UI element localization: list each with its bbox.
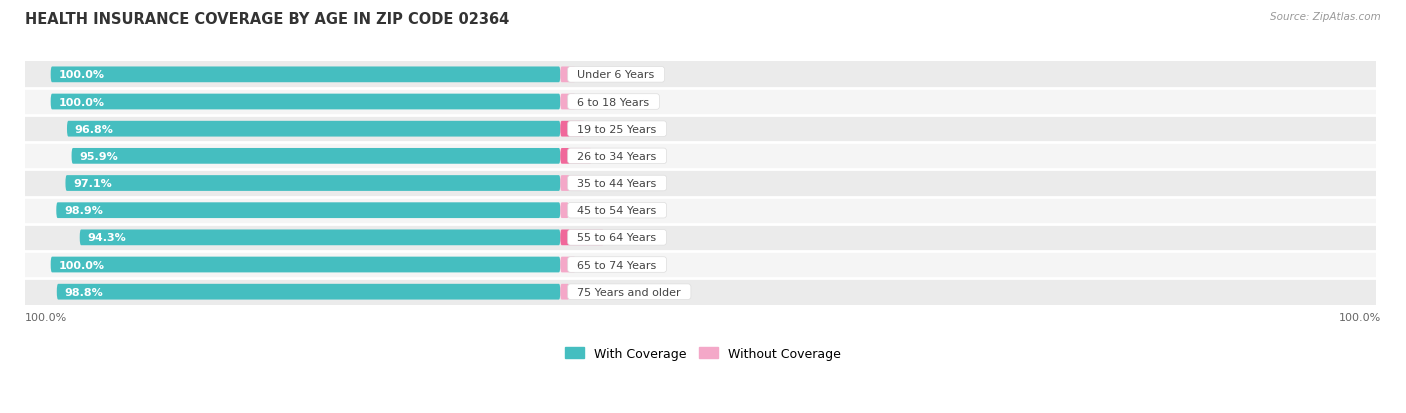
Text: 19 to 25 Years: 19 to 25 Years <box>571 124 664 134</box>
Text: 97.1%: 97.1% <box>73 178 112 189</box>
Text: 100.0%: 100.0% <box>58 97 104 107</box>
Text: 4.1%: 4.1% <box>599 152 627 161</box>
Text: 5.7%: 5.7% <box>612 233 640 243</box>
Text: 26 to 34 Years: 26 to 34 Years <box>571 152 664 161</box>
Text: 1.1%: 1.1% <box>576 206 605 216</box>
FancyBboxPatch shape <box>561 203 568 218</box>
Bar <box>25 62 1375 89</box>
Text: 94.3%: 94.3% <box>87 233 127 243</box>
Text: 100.0%: 100.0% <box>1339 312 1381 322</box>
FancyBboxPatch shape <box>56 284 561 300</box>
FancyBboxPatch shape <box>561 67 575 83</box>
FancyBboxPatch shape <box>561 121 585 137</box>
FancyBboxPatch shape <box>72 149 561 164</box>
FancyBboxPatch shape <box>561 284 569 300</box>
Text: 55 to 64 Years: 55 to 64 Years <box>571 233 664 243</box>
FancyBboxPatch shape <box>561 149 592 164</box>
Text: 75 Years and older: 75 Years and older <box>571 287 688 297</box>
Bar <box>25 143 1375 170</box>
Text: 2.9%: 2.9% <box>591 178 619 189</box>
Text: 0.0%: 0.0% <box>583 97 612 107</box>
Text: Source: ZipAtlas.com: Source: ZipAtlas.com <box>1270 12 1381 22</box>
Bar <box>25 278 1375 306</box>
Bar <box>25 224 1375 252</box>
Text: 100.0%: 100.0% <box>25 312 67 322</box>
Legend: With Coverage, Without Coverage: With Coverage, Without Coverage <box>561 342 845 365</box>
Text: 0.0%: 0.0% <box>583 70 612 80</box>
Text: 45 to 54 Years: 45 to 54 Years <box>571 206 664 216</box>
FancyBboxPatch shape <box>66 176 561 192</box>
FancyBboxPatch shape <box>51 95 561 110</box>
FancyBboxPatch shape <box>561 176 582 192</box>
Text: 98.9%: 98.9% <box>63 206 103 216</box>
FancyBboxPatch shape <box>51 257 561 273</box>
FancyBboxPatch shape <box>51 67 561 83</box>
Text: 100.0%: 100.0% <box>58 260 104 270</box>
Text: 96.8%: 96.8% <box>75 124 114 134</box>
Bar <box>25 252 1375 278</box>
Text: 6 to 18 Years: 6 to 18 Years <box>571 97 657 107</box>
Text: 35 to 44 Years: 35 to 44 Years <box>571 178 664 189</box>
FancyBboxPatch shape <box>561 230 605 246</box>
Text: HEALTH INSURANCE COVERAGE BY AGE IN ZIP CODE 02364: HEALTH INSURANCE COVERAGE BY AGE IN ZIP … <box>25 12 509 27</box>
Bar <box>25 197 1375 224</box>
Text: 1.2%: 1.2% <box>576 287 606 297</box>
Text: 95.9%: 95.9% <box>79 152 118 161</box>
Text: 100.0%: 100.0% <box>58 70 104 80</box>
Text: 98.8%: 98.8% <box>65 287 103 297</box>
FancyBboxPatch shape <box>67 121 561 137</box>
Text: Under 6 Years: Under 6 Years <box>571 70 662 80</box>
FancyBboxPatch shape <box>80 230 561 246</box>
Text: 0.0%: 0.0% <box>583 260 612 270</box>
Text: 3.2%: 3.2% <box>592 124 621 134</box>
Bar <box>25 170 1375 197</box>
Bar <box>25 116 1375 143</box>
Bar <box>25 89 1375 116</box>
FancyBboxPatch shape <box>561 257 575 273</box>
Text: 65 to 74 Years: 65 to 74 Years <box>571 260 664 270</box>
FancyBboxPatch shape <box>561 95 575 110</box>
FancyBboxPatch shape <box>56 203 561 218</box>
